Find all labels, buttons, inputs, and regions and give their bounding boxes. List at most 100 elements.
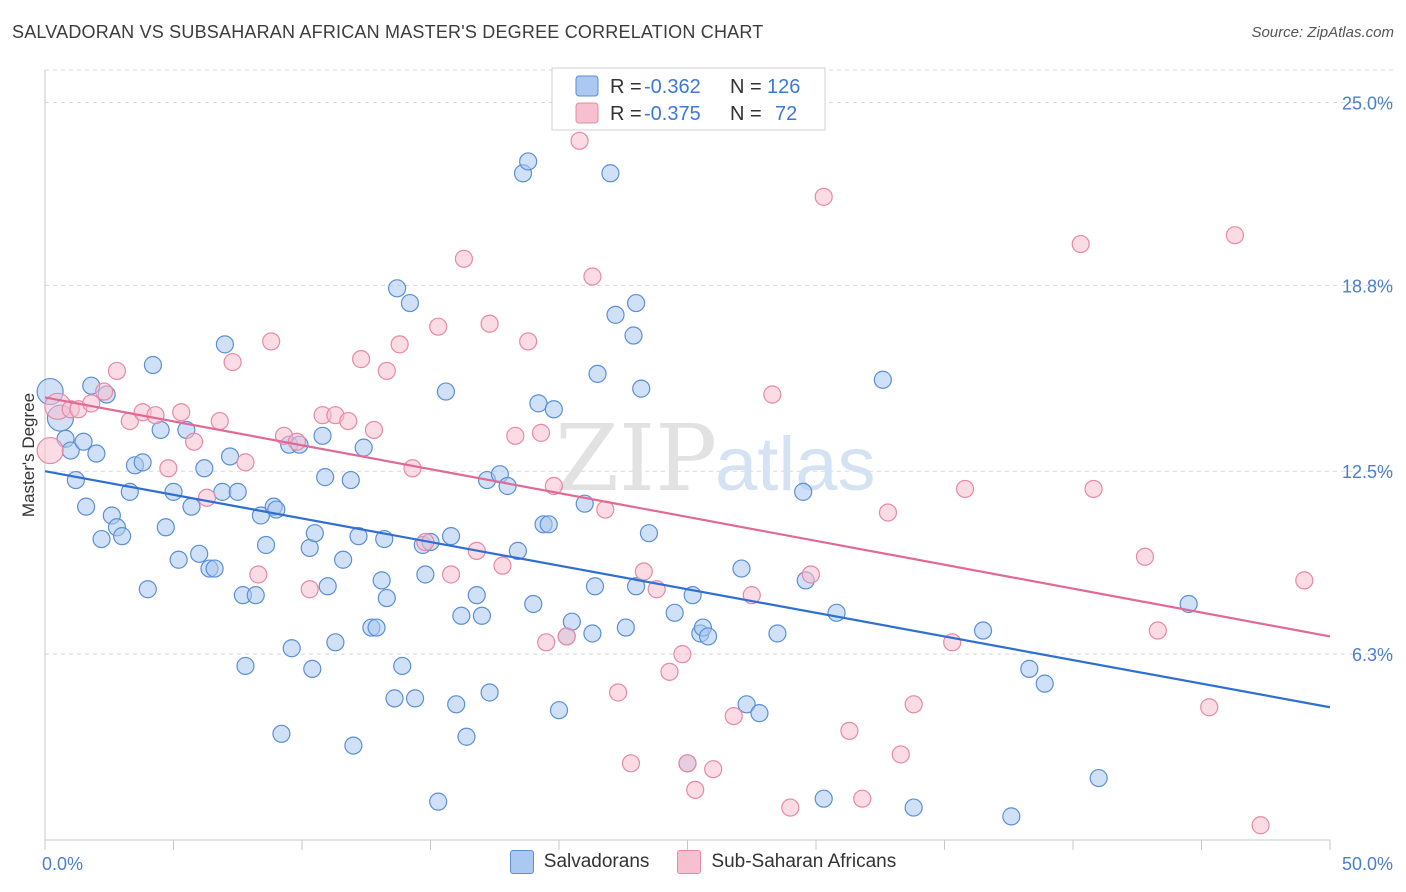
subsaharan-point — [36, 436, 64, 465]
salvadoran-point — [973, 621, 993, 640]
salvadoran-point — [873, 370, 892, 389]
salvadoran-point — [480, 683, 499, 702]
salvadoran-point — [303, 659, 322, 678]
salvadoran-point — [393, 656, 412, 676]
subsaharan-point — [814, 187, 833, 206]
subsaharan-point — [891, 745, 910, 764]
subsaharan-point — [583, 267, 602, 286]
salvadoran-point — [92, 529, 111, 549]
subsaharan-point — [878, 503, 898, 522]
subsaharan-point — [390, 335, 409, 354]
bottom-legend: Salvadorans Sub-Saharan Africans — [0, 850, 1406, 874]
subsaharan-point — [660, 662, 679, 681]
subsaharan-point — [904, 695, 923, 714]
salvadoran-point — [316, 468, 335, 487]
salvadoran-point — [524, 594, 543, 614]
bottom-legend-item-subsaharan: Sub-Saharan Africans — [677, 850, 896, 874]
salvadoran-point — [626, 577, 646, 596]
subsaharan-point — [403, 459, 422, 478]
salvadoran-point — [66, 470, 85, 490]
subsaharan-point — [673, 645, 692, 664]
subsaharan-point — [840, 721, 859, 740]
subsaharan-point — [429, 317, 448, 336]
salvadoran-point — [400, 293, 420, 313]
subsaharan-point — [454, 249, 474, 268]
salvadoran-point — [588, 364, 607, 383]
salvadoran-point — [639, 524, 659, 543]
subsaharan-point — [1295, 571, 1314, 590]
subsaharan-point — [634, 562, 653, 581]
salvadoran-point — [583, 624, 602, 643]
subsaharan-point — [107, 361, 127, 381]
salvadoran-point — [354, 438, 373, 457]
salvadoran-point — [344, 736, 363, 755]
bottom-legend-swatch-pink — [677, 850, 702, 874]
subsaharan-point — [223, 352, 242, 372]
watermark: ZIP atlas — [555, 405, 876, 512]
salvadoran-point — [190, 544, 209, 563]
salvadoran-point — [326, 633, 345, 652]
salvadoran-point — [282, 639, 301, 658]
subsaharan-point — [686, 780, 705, 799]
salvadoran-point — [606, 305, 625, 324]
salvadoran-point — [768, 624, 787, 643]
salvadoran-point — [452, 606, 471, 625]
subsaharan-point — [570, 131, 589, 150]
y-tick-labels: 6.3% 12.5% 18.8% 25.0% — [1342, 93, 1393, 665]
salvadoran-point — [624, 326, 643, 345]
salvadoran-point — [133, 453, 152, 472]
legend: R = -0.362 N = 126 R = -0.375 N = 72 — [551, 67, 826, 131]
bottom-legend-item-salvadorans: Salvadorans — [509, 850, 650, 874]
y-tick-label: 18.8% — [1342, 276, 1393, 296]
subsaharan-point — [364, 420, 384, 440]
subsaharan-point — [621, 754, 641, 773]
subsaharan-point — [537, 633, 556, 652]
subsaharan-point — [955, 479, 975, 499]
subsaharan-point — [1200, 698, 1219, 717]
salvadoran-point — [519, 152, 538, 171]
salvadoran-point — [164, 482, 183, 501]
salvadoran-point — [372, 571, 391, 590]
salvadoran-point — [467, 586, 486, 605]
salvadoran-point — [87, 444, 106, 463]
subsaharan-point — [159, 459, 178, 478]
salvadoran-point — [228, 482, 247, 501]
salvadoran-point — [1002, 807, 1021, 826]
subsaharan-point — [1084, 479, 1103, 499]
legend-swatch-pink — [575, 102, 599, 124]
salvadoran-point — [156, 518, 175, 537]
subsaharan-point — [300, 580, 319, 599]
salvadoran-point — [236, 656, 255, 676]
subsaharan-point — [609, 683, 628, 702]
salvadoran-point — [387, 279, 407, 298]
subsaharan-point — [493, 556, 512, 575]
legend-n-label-1: N = — [730, 76, 762, 98]
salvadoran-point — [405, 689, 425, 708]
bottom-legend-label-subsaharan: Sub-Saharan Africans — [711, 851, 897, 872]
subsaharan-point — [506, 426, 525, 445]
salvadoran-point — [539, 515, 558, 534]
salvadoran-point — [457, 727, 476, 746]
salvadoran-point — [436, 382, 456, 401]
subsaharan-point — [1148, 621, 1167, 640]
subsaharan-point — [1251, 816, 1270, 835]
subsaharan-point — [557, 627, 576, 646]
bottom-legend-label-salvadorans: Salvadorans — [543, 851, 650, 872]
salvadoran-point — [498, 476, 517, 496]
salvadoran-point — [1179, 594, 1198, 614]
subsaharan-point — [781, 798, 800, 817]
subsaharan-trend-line — [44, 396, 1331, 638]
salvadoran-point — [904, 798, 923, 817]
salvadoran-point — [143, 355, 163, 375]
salvadoran-point — [1089, 768, 1108, 788]
salvadoran-point — [732, 559, 751, 578]
salvadoran-point — [334, 550, 353, 569]
salvadoran-point — [169, 550, 188, 569]
subsaharan-point — [801, 565, 820, 584]
salvadoran-point — [814, 789, 833, 808]
watermark-zip: ZIP — [555, 405, 717, 512]
subsaharan-point — [704, 760, 723, 779]
subsaharan-point — [441, 565, 461, 584]
salvadoran-point — [341, 470, 360, 490]
subsaharan-point — [853, 789, 872, 808]
